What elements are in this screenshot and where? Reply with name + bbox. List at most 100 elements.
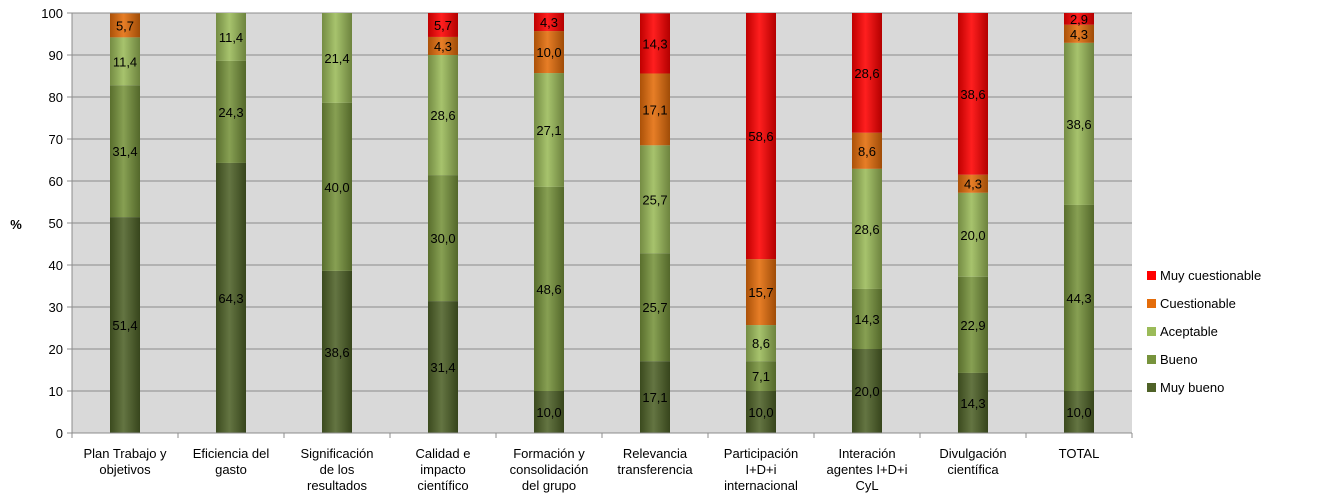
x-tick-label: Eficiencia del gasto bbox=[193, 446, 270, 477]
bar-segment bbox=[1064, 13, 1094, 25]
data-label: 5,7 bbox=[116, 18, 134, 33]
x-tick-label: Plan Trabajo y objetivos bbox=[83, 446, 167, 477]
legend-label: Cuestionable bbox=[1160, 296, 1236, 311]
bar-segment bbox=[428, 55, 458, 176]
legend-swatch bbox=[1147, 271, 1156, 280]
x-tick-label: Significación de los resultados bbox=[301, 446, 374, 493]
bar-segment bbox=[746, 391, 776, 433]
data-label: 44,3 bbox=[1066, 291, 1091, 306]
bar-segment bbox=[110, 37, 140, 86]
bar-segment bbox=[110, 217, 140, 433]
data-label: 31,4 bbox=[430, 360, 455, 375]
y-tick-label: 100 bbox=[41, 6, 63, 21]
legend-item: Muy cuestionable bbox=[1147, 268, 1261, 283]
data-label: 4,3 bbox=[964, 177, 982, 192]
bar-segment bbox=[746, 13, 776, 260]
data-label: 11,4 bbox=[219, 30, 243, 45]
y-tick-label: 40 bbox=[49, 258, 63, 273]
data-label: 40,0 bbox=[324, 180, 349, 195]
bar-segment bbox=[534, 31, 564, 74]
legend-swatch bbox=[1147, 383, 1156, 392]
legend-item: Muy bueno bbox=[1147, 380, 1224, 395]
data-label: 30,0 bbox=[430, 231, 455, 246]
x-tick-label: Calidad e impacto científico bbox=[416, 446, 471, 493]
bar-segment bbox=[1064, 24, 1094, 43]
bar-segment bbox=[1064, 42, 1094, 205]
bar-segment bbox=[216, 60, 246, 163]
legend-item: Aceptable bbox=[1147, 324, 1218, 339]
data-label: 4,3 bbox=[434, 39, 452, 54]
y-tick-label: 50 bbox=[49, 216, 63, 231]
x-tick-label: TOTAL bbox=[1059, 446, 1100, 461]
data-label: 21,4 bbox=[324, 51, 349, 66]
bar-segment bbox=[534, 186, 564, 391]
bar-segment bbox=[428, 301, 458, 433]
data-label: 38,6 bbox=[960, 87, 985, 102]
bar-segment bbox=[958, 174, 988, 193]
data-label: 8,6 bbox=[858, 144, 876, 159]
bar-segment bbox=[746, 325, 776, 362]
data-label: 20,0 bbox=[960, 228, 985, 243]
data-label: 7,1 bbox=[752, 369, 770, 384]
y-tick-label: 90 bbox=[49, 48, 63, 63]
bar-segment bbox=[534, 13, 564, 32]
data-label: 10,0 bbox=[536, 405, 561, 420]
data-labels: 51,4 31,4 11,4 5,7 64,3 24,3 11,4 38,6 40,0 21,4 3… bbox=[112, 12, 1091, 420]
y-axis-label: % bbox=[10, 217, 22, 232]
data-label: 64,3 bbox=[218, 291, 243, 306]
data-label: 14,3 bbox=[642, 36, 667, 51]
bar-segment bbox=[958, 13, 988, 175]
data-label: 38,6 bbox=[324, 345, 349, 360]
y-tick-label: 60 bbox=[49, 174, 63, 189]
bar-segment bbox=[1064, 391, 1094, 433]
bars bbox=[110, 13, 1094, 433]
bar-segment bbox=[852, 288, 882, 349]
data-label: 8,6 bbox=[752, 336, 770, 351]
x-axis: Plan Trabajo y objetivos Eficiencia del gas… bbox=[71, 432, 1133, 493]
legend-swatch bbox=[1147, 355, 1156, 364]
y-tick-label: 20 bbox=[49, 342, 63, 357]
bar-segment bbox=[534, 73, 564, 187]
bar-segment bbox=[216, 13, 246, 61]
bar-segment bbox=[216, 162, 246, 433]
bar-segment bbox=[852, 132, 882, 169]
x-tick-label: Participación I+D+i internacional bbox=[724, 446, 798, 493]
x-tick-label: Formación y consolidación del grupo bbox=[510, 446, 589, 493]
data-label: 17,1 bbox=[642, 390, 667, 405]
legend-label: Aceptable bbox=[1160, 324, 1218, 339]
data-label: 5,7 bbox=[434, 18, 452, 33]
bar-segment bbox=[958, 276, 988, 373]
x-tick-label: Interación agentes I+D+i CyL bbox=[827, 446, 908, 493]
bar-segment bbox=[640, 73, 670, 146]
bar-segment bbox=[322, 270, 352, 433]
y-tick-label: 80 bbox=[49, 90, 63, 105]
bar-segment bbox=[534, 391, 564, 433]
y-axis: 0 10 20 30 40 50 60 70 80 90 100 bbox=[41, 6, 73, 441]
data-label: 20,0 bbox=[854, 384, 879, 399]
data-label: 51,4 bbox=[112, 318, 137, 333]
data-label: 25,7 bbox=[642, 192, 667, 207]
data-label: 11,4 bbox=[113, 54, 137, 69]
data-label: 10,0 bbox=[748, 405, 773, 420]
bar-segment bbox=[746, 361, 776, 391]
bar-segment bbox=[110, 85, 140, 218]
data-label: 4,3 bbox=[540, 15, 558, 30]
data-label: 10,0 bbox=[536, 45, 561, 60]
data-label: 48,6 bbox=[536, 282, 561, 297]
bar-segment bbox=[640, 145, 670, 254]
data-label: 15,7 bbox=[748, 285, 773, 300]
data-label: 24,3 bbox=[218, 105, 243, 120]
data-label: 27,1 bbox=[536, 123, 561, 138]
bar-segment bbox=[428, 175, 458, 302]
gridlines bbox=[72, 12, 1132, 434]
bar-segment bbox=[958, 192, 988, 277]
x-tick-label: Relevancia transferencia bbox=[617, 446, 693, 477]
y-tick-label: 70 bbox=[49, 132, 63, 147]
data-label: 38,6 bbox=[1066, 117, 1091, 132]
data-label: 25,7 bbox=[642, 300, 667, 315]
data-label: 28,6 bbox=[430, 108, 455, 123]
data-label: 58,6 bbox=[748, 129, 773, 144]
data-label: 17,1 bbox=[642, 102, 667, 117]
data-label: 28,6 bbox=[854, 222, 879, 237]
